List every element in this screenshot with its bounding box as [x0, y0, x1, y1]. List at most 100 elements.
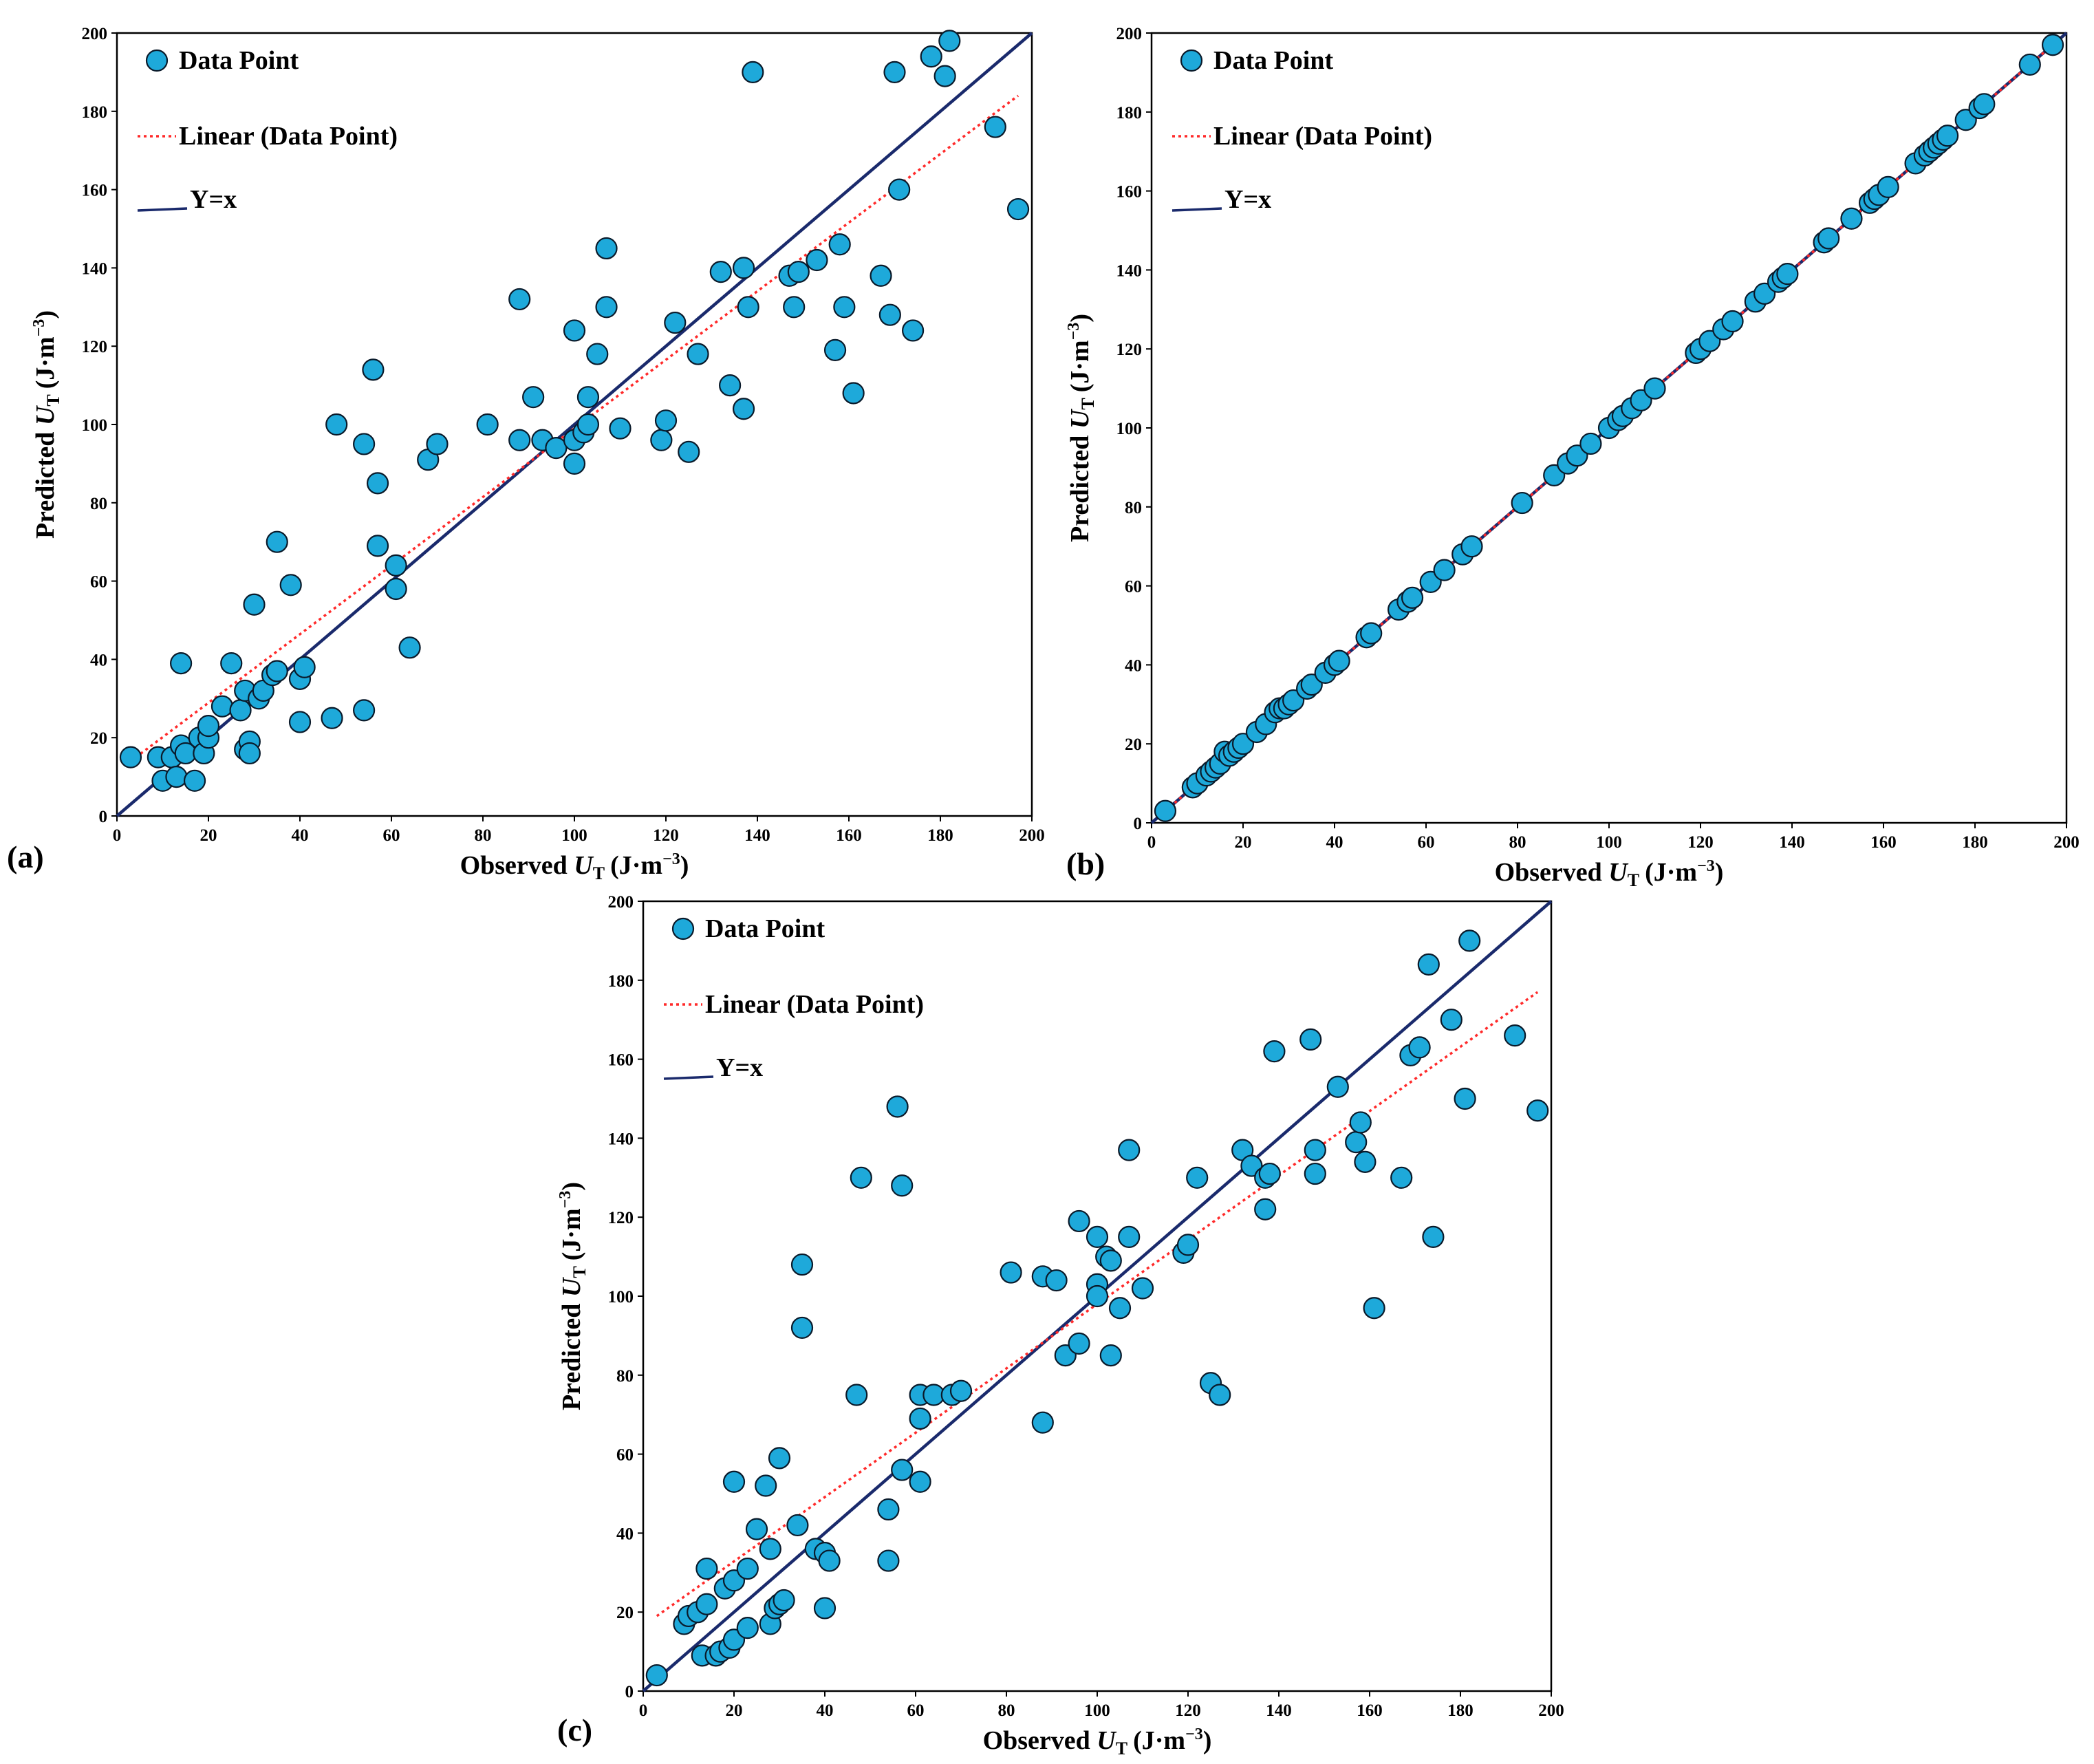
- data-point: [745, 1518, 768, 1540]
- data-point: [352, 699, 376, 722]
- data-point: [654, 409, 678, 432]
- axis-title-unit-exponent: −3: [1185, 1725, 1203, 1743]
- axis-title-unit: (J·m: [557, 1208, 586, 1260]
- data-point: [170, 652, 193, 675]
- x-tick-label: 100: [1596, 833, 1622, 852]
- axis-title-prefix: Observed: [983, 1726, 1097, 1755]
- data-point: [984, 116, 1006, 138]
- data-point: [1209, 1384, 1231, 1406]
- data-point: [576, 386, 600, 409]
- x-tick-label: 140: [1266, 1701, 1292, 1720]
- scatter-panel-c: 0 20 40 60 80 100 120 140 160 180 200 0 20 40 60 80 100 1…: [530, 881, 1582, 1764]
- x-tick-label: 140: [744, 826, 770, 845]
- data-point: [165, 765, 188, 788]
- data-point: [243, 593, 266, 616]
- axis-title-symbol: U: [557, 1276, 586, 1297]
- data-point: [563, 319, 586, 342]
- trend-line: [129, 94, 1019, 762]
- data-point: [220, 652, 243, 675]
- data-point: [877, 1498, 900, 1521]
- axis-title-prefix: Observed: [1495, 858, 1609, 887]
- axis-title-unit-close: ): [680, 851, 689, 880]
- data-point: [398, 636, 421, 659]
- data-point: [888, 178, 911, 201]
- data-point: [1458, 929, 1481, 952]
- axis-title-subscript: T: [593, 863, 605, 883]
- data-point: [1118, 1225, 1141, 1249]
- data-point: [1776, 263, 1799, 286]
- data-point: [1504, 1024, 1526, 1047]
- data-point: [759, 1538, 781, 1560]
- legend-label-identity: Y=x: [716, 1053, 763, 1082]
- data-point: [1408, 1036, 1431, 1059]
- axis-title-symbol: U: [574, 851, 594, 880]
- y-tick-label: 60: [1125, 578, 1142, 596]
- data-point: [845, 1384, 868, 1406]
- data-point: [806, 248, 828, 272]
- data-point: [1118, 1139, 1141, 1161]
- data-point: [595, 237, 618, 260]
- x-tick-label: 80: [1509, 833, 1526, 852]
- data-point: [1349, 1111, 1372, 1134]
- axis-title-symbol: U: [1066, 408, 1094, 429]
- x-tick-label: 80: [998, 1701, 1015, 1720]
- legend-marker-identity: [137, 207, 188, 212]
- data-point: [1422, 1225, 1445, 1249]
- data-point: [1176, 1234, 1200, 1256]
- data-point: [288, 711, 312, 733]
- data-point: [883, 61, 906, 84]
- axis-title-subscript: T: [43, 394, 63, 406]
- data-point: [1068, 1332, 1090, 1355]
- data-point: [1360, 622, 1383, 645]
- x-tick-label: 180: [927, 826, 953, 845]
- y-tick-label: 60: [90, 573, 107, 592]
- data-point: [476, 413, 499, 436]
- data-point: [385, 554, 407, 577]
- data-point: [842, 382, 865, 405]
- y-axis-title: Predicted UT (J·m−3): [1065, 314, 1098, 542]
- x-tick-label: 60: [1418, 833, 1435, 852]
- data-point: [1354, 1150, 1377, 1173]
- x-tick-label: 200: [1538, 1701, 1564, 1720]
- data-point: [279, 574, 302, 596]
- data-point: [426, 433, 449, 455]
- axis-title-symbol: U: [1608, 858, 1629, 887]
- data-point: [1086, 1225, 1109, 1249]
- data-point: [1345, 1131, 1368, 1154]
- x-tick-label: 60: [383, 826, 400, 845]
- data-point: [1840, 207, 1863, 230]
- data-point: [732, 257, 755, 279]
- data-point: [818, 1549, 841, 1572]
- x-tick-label: 200: [1019, 826, 1045, 845]
- x-tick-label: 100: [1084, 1701, 1110, 1720]
- y-tick-label: 200: [1116, 25, 1143, 43]
- x-tick-label: 20: [200, 826, 217, 845]
- y-tick-label: 40: [1125, 656, 1142, 675]
- data-point: [722, 1470, 746, 1493]
- data-point: [1363, 1297, 1385, 1320]
- data-point: [645, 1664, 668, 1687]
- legend-marker-identity: [663, 1075, 714, 1080]
- y-tick-label: 60: [616, 1446, 634, 1465]
- data-point: [1328, 649, 1350, 672]
- scatter-panel-a: 0 20 40 60 80 100 120 140 160 180 200 0 20 40 60 80 100 1…: [0, 0, 1053, 894]
- data-point: [736, 1557, 759, 1580]
- axis-title-prefix: Predicted: [31, 425, 60, 539]
- data-point: [1131, 1277, 1154, 1300]
- axis-title-symbol: U: [1097, 1726, 1117, 1755]
- data-point: [736, 1617, 759, 1639]
- axis-title-unit: (J·m: [31, 336, 60, 389]
- y-tick-label: 40: [90, 651, 107, 669]
- x-tick-label: 40: [817, 1701, 834, 1720]
- data-point: [813, 1597, 836, 1620]
- data-point: [718, 374, 742, 397]
- data-point: [1045, 1269, 1068, 1292]
- y-axis-title: Predicted UT (J·m−3): [30, 310, 63, 539]
- data-point: [786, 1514, 809, 1537]
- x-axis-title: Observed UT (J·m−3): [460, 850, 689, 883]
- data-point: [1440, 1009, 1462, 1031]
- data-point: [828, 233, 851, 256]
- scatter-plot-a: 0 20 40 60 80 100 120 140 160 180 200 0 20 40 60 80 100 1…: [7, 25, 1045, 883]
- data-point: [293, 656, 316, 678]
- data-point: [1454, 1087, 1476, 1110]
